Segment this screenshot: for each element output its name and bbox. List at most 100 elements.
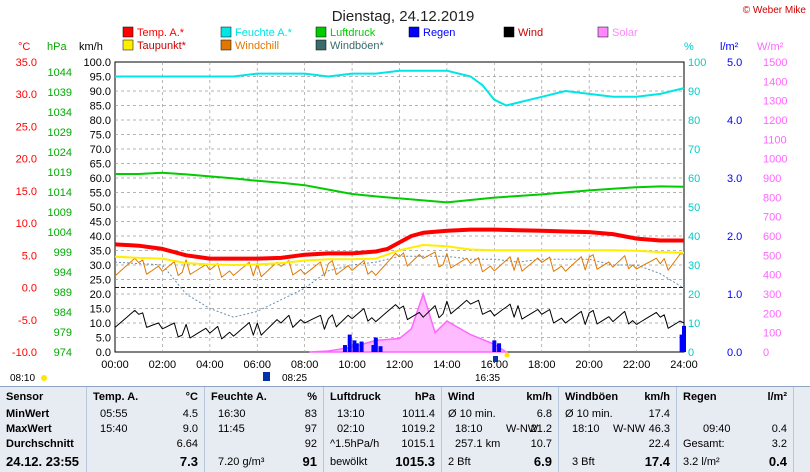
tick-hpa: 1039 [48, 87, 72, 99]
tick-kmh: 60.0 [90, 173, 111, 185]
tick-x: 06:00 [243, 359, 271, 371]
tick-solar: 500 [763, 250, 781, 262]
tick-hpa: 1044 [48, 67, 72, 79]
weather-chart: Dienstag, 24.12.2019 © Weber Mike Temp. … [0, 0, 810, 386]
event-marker [493, 356, 498, 362]
tick-solar: 600 [763, 231, 781, 243]
tick-solar: 200 [763, 308, 781, 320]
tick-kmh: 100.0 [83, 57, 111, 69]
legend-swatch [221, 40, 231, 50]
tick-solar: 400 [763, 270, 781, 282]
tick-kmh: 85.0 [90, 101, 111, 113]
gust-max-dir: W-NW [613, 423, 645, 436]
press-avg: 1015.1 [401, 438, 435, 451]
legend-swatch [221, 27, 231, 37]
event-time: 08:25 [282, 373, 307, 384]
tick-rain: 1.0 [727, 289, 742, 301]
tick-pct: 50 [688, 202, 700, 214]
tick-hpa: 974 [54, 347, 72, 359]
wind-10min: 6.8 [537, 408, 552, 421]
press-current: 1015.3 [395, 455, 435, 468]
legend-swatch [316, 40, 326, 50]
tick-kmh: 30.0 [90, 260, 111, 272]
gust-avg: 22.4 [649, 438, 670, 451]
tick-kmh: 25.0 [90, 275, 111, 287]
gust-bft: 3 Bft [572, 456, 595, 469]
press-forecast: bewölkt [330, 456, 367, 469]
axis-title-temp: °C [18, 41, 30, 53]
tick-solar: 100 [763, 328, 781, 340]
legend-swatch [316, 27, 326, 37]
tick-solar: 1000 [763, 154, 787, 166]
press-max: 1019.2 [401, 423, 435, 436]
rain-bar [360, 342, 364, 352]
tick-solar: 1200 [763, 115, 787, 127]
rain-footer: 3.2 l/m² [683, 456, 720, 469]
tick-temp: 15.0 [16, 186, 37, 198]
tick-kmh: 15.0 [90, 304, 111, 316]
axis-title-solar: W/m² [757, 41, 784, 53]
temp-min: 4.5 [183, 408, 198, 421]
hum-avg: 92 [305, 438, 317, 451]
hum-current: 91 [303, 455, 317, 468]
gust-column: Windböen km/h Ø 10 min. 17.4 18:10 W-NW … [559, 387, 677, 472]
legend-label: Solar [612, 27, 638, 39]
axis-title-hpa: hPa [47, 41, 67, 53]
tick-kmh: 95.0 [90, 72, 111, 84]
rain-unit: l/m² [767, 391, 787, 404]
legend-swatch [123, 40, 133, 50]
tick-solar: 1400 [763, 76, 787, 88]
tick-pct: 80 [688, 115, 700, 127]
tick-kmh: 0.0 [96, 347, 111, 359]
press-min: 1011.4 [402, 408, 435, 421]
sunrise-time: 08:10 [10, 373, 35, 384]
tick-solar: 1300 [763, 96, 787, 108]
wind-max: 21.2 [531, 423, 552, 436]
sensor-header: Sensor [6, 391, 43, 404]
wind-max-time: 18:10 [455, 423, 483, 436]
humidity-column: Feuchte A. % 16:30 83 11:45 97 92 7.20 g… [205, 387, 324, 472]
rain-bar [379, 346, 383, 352]
tick-kmh: 5.0 [96, 333, 111, 345]
tick-pct: 0 [688, 347, 694, 359]
tick-hpa: 999 [54, 247, 72, 259]
hum-header: Feuchte A. [211, 391, 267, 404]
tick-hpa: 1019 [48, 167, 72, 179]
chart-title: Dienstag, 24.12.2019 [332, 8, 475, 25]
tick-temp: -5.0 [18, 315, 37, 327]
wind-header: Wind [448, 391, 475, 404]
tick-kmh: 70.0 [90, 144, 111, 156]
tick-kmh: 50.0 [90, 202, 111, 214]
tick-temp: -10.0 [12, 347, 37, 359]
axis-title-rain: l/m² [720, 41, 739, 53]
tick-rain: 4.0 [727, 115, 742, 127]
temp-max-time: 15:40 [100, 423, 128, 436]
rain-bar [355, 343, 359, 352]
tick-x: 20:00 [575, 359, 603, 371]
tick-hpa: 1029 [48, 127, 72, 139]
tick-pct: 90 [688, 86, 700, 98]
tick-pct: 60 [688, 173, 700, 185]
rain-header: Regen [683, 391, 717, 404]
tick-x: 04:00 [196, 359, 224, 371]
sensor-column: Sensor MinWert MaxWert Durchschnitt 24.1… [0, 387, 87, 472]
temp-header: Temp. A. [93, 391, 138, 404]
tick-hpa: 1004 [48, 227, 72, 239]
hum-absolute: 7.20 g/m³ [218, 456, 264, 469]
wind-bft: 2 Bft [448, 456, 471, 469]
tick-hpa: 984 [54, 307, 72, 319]
hum-max-time: 11:45 [218, 423, 245, 436]
rain-max: 0.4 [772, 423, 787, 436]
tick-solar: 300 [763, 289, 781, 301]
tick-kmh: 35.0 [90, 246, 111, 258]
axis-title-pct: % [684, 41, 694, 53]
hum-min: 83 [305, 408, 317, 421]
gust-unit: km/h [644, 391, 670, 404]
tick-x: 00:00 [101, 359, 129, 371]
minwert-label: MinWert [6, 408, 49, 421]
rain-total-label: Gesamt: [683, 438, 725, 451]
gust-header: Windböen [565, 391, 618, 404]
tick-hpa: 989 [54, 287, 72, 299]
maxwert-label: MaxWert [6, 423, 52, 436]
wind-unit: km/h [526, 391, 552, 404]
